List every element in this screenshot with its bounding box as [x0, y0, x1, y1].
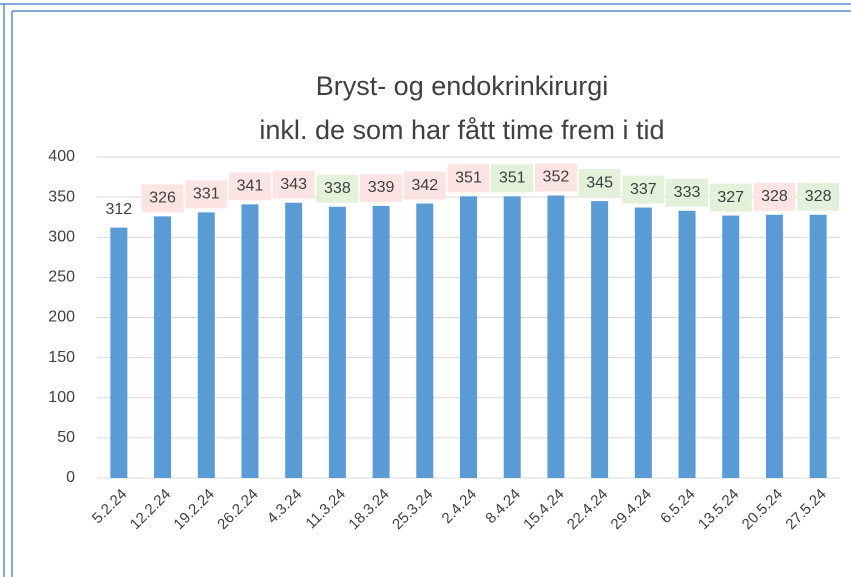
bar: [678, 210, 696, 478]
data-label-background: [403, 171, 446, 200]
y-tick-label: 150: [48, 349, 75, 366]
data-label-background: [578, 169, 621, 198]
data-label: 352: [543, 169, 570, 186]
data-label-background: [316, 174, 359, 203]
data-label-background: [185, 180, 228, 209]
bar: [547, 195, 565, 478]
y-tick-label: 300: [48, 228, 75, 245]
bar: [416, 203, 434, 479]
bar: [503, 196, 521, 478]
data-label-background: [709, 183, 752, 212]
y-tick-label: 400: [48, 148, 75, 165]
data-label-background: [622, 175, 665, 204]
data-label: 312: [106, 201, 133, 218]
data-label-background: [228, 172, 271, 201]
y-tick-label: 0: [66, 469, 75, 486]
y-tick-label: 100: [48, 389, 75, 406]
bar: [372, 205, 390, 478]
data-label: 339: [368, 179, 395, 196]
bar: [809, 214, 827, 478]
data-label-background: [491, 164, 534, 193]
data-label-background: [447, 164, 490, 193]
data-label-background: [272, 170, 315, 199]
data-label: 327: [717, 189, 744, 206]
data-label: 328: [805, 188, 832, 205]
data-label: 351: [499, 170, 526, 187]
chart-title: inkl. de som har fått time frem i tid: [259, 115, 664, 145]
bar: [634, 207, 652, 478]
y-tick-label: 350: [48, 188, 75, 205]
y-tick-label: 250: [48, 269, 75, 286]
bar: [328, 206, 346, 478]
chart-title: Bryst- og endokrinkirurgi: [316, 71, 609, 101]
bar: [765, 214, 783, 478]
data-label: 333: [674, 184, 701, 201]
data-label: 338: [324, 180, 351, 197]
data-label: 337: [630, 181, 657, 198]
data-label: 343: [280, 176, 307, 193]
data-label: 351: [455, 170, 482, 187]
data-label: 331: [193, 186, 220, 203]
bar: [591, 201, 609, 478]
data-label-background: [534, 163, 577, 192]
bar: [197, 212, 215, 478]
bar: [154, 216, 172, 478]
data-label: 326: [149, 190, 176, 207]
bar: [110, 227, 128, 478]
data-label: 345: [586, 174, 613, 191]
bar: [722, 215, 740, 478]
y-tick-label: 50: [57, 429, 75, 446]
y-tick-label: 200: [48, 309, 75, 326]
data-label-background: [753, 182, 796, 211]
data-label: 328: [761, 188, 788, 205]
data-label-background: [360, 173, 403, 202]
data-label-background: [797, 182, 840, 211]
data-label: 341: [237, 178, 264, 195]
data-label-background: [666, 178, 709, 207]
data-label-background: [141, 184, 184, 213]
bar: [460, 196, 477, 478]
bar: [241, 204, 259, 478]
data-label: 342: [411, 177, 438, 194]
bar: [285, 202, 303, 478]
